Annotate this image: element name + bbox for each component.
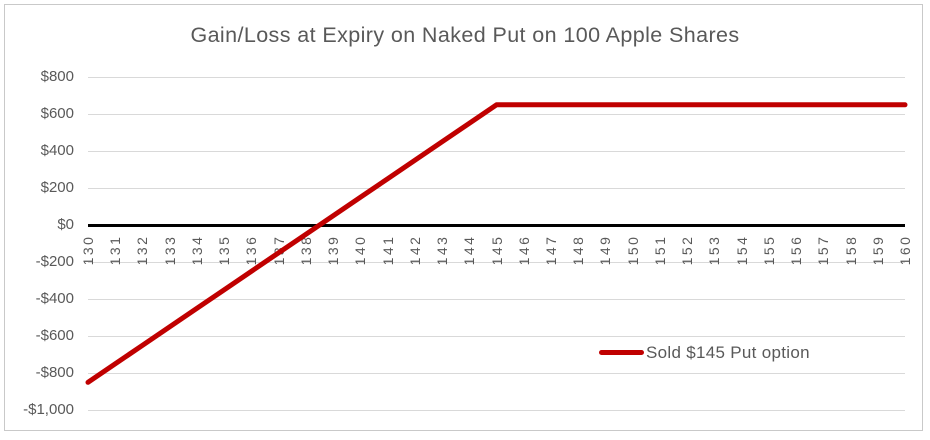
gridline xyxy=(88,409,905,411)
x-axis-tick-label: 131 xyxy=(107,234,124,266)
chart-title: Gain/Loss at Expiry on Naked Put on 100 … xyxy=(190,23,740,47)
x-axis-tick-label: 133 xyxy=(161,234,178,266)
y-axis-tick-label: -$400 xyxy=(35,290,74,307)
y-axis-tick-label: $600 xyxy=(40,105,74,122)
x-axis-tick-label: 154 xyxy=(733,234,750,266)
x-axis-tick-label: 145 xyxy=(488,234,505,266)
y-axis-tick-label: $0 xyxy=(57,216,74,233)
x-axis-tick-label: 140 xyxy=(352,234,369,266)
zero-axis-line xyxy=(88,223,905,227)
x-axis-tick-label: 153 xyxy=(706,234,723,266)
y-axis-tick-label: -$600 xyxy=(35,327,74,344)
x-axis-tick-label: 148 xyxy=(570,234,587,266)
x-axis-tick-label: 132 xyxy=(134,234,151,266)
x-axis-tick-label: 152 xyxy=(679,234,696,266)
gridline xyxy=(88,372,905,374)
legend-label: Sold $145 Put option xyxy=(646,342,810,362)
gridline xyxy=(88,187,905,189)
x-axis-tick-label: 136 xyxy=(243,234,260,266)
x-axis-tick-label: 160 xyxy=(897,234,913,266)
gridline xyxy=(88,335,905,337)
x-axis-tick-label: 137 xyxy=(270,234,287,266)
y-axis-tick-label: $400 xyxy=(40,142,74,159)
x-axis-tick-label: 150 xyxy=(624,234,641,266)
x-axis-tick-label: 146 xyxy=(515,234,532,266)
gridline xyxy=(88,298,905,300)
gridline xyxy=(88,150,905,152)
y-axis-tick-label: $800 xyxy=(40,68,74,85)
x-axis-tick-label: 156 xyxy=(788,234,805,266)
gridline xyxy=(88,76,905,78)
y-axis-tick-label: -$200 xyxy=(35,253,74,270)
x-axis-tick-label: 144 xyxy=(461,234,478,266)
gridline xyxy=(88,113,905,115)
x-axis-tick-label: 143 xyxy=(434,234,451,266)
x-axis-tick-label: 142 xyxy=(406,234,423,266)
y-axis-tick-label: $200 xyxy=(40,179,74,196)
y-axis-tick-label: -$800 xyxy=(35,364,74,381)
x-axis-tick-label: 149 xyxy=(597,234,614,266)
x-axis-tick-label: 155 xyxy=(760,234,777,266)
x-axis-tick-label: 135 xyxy=(216,234,233,266)
y-axis-tick-label: -$1,000 xyxy=(23,401,74,418)
x-axis-tick-label: 157 xyxy=(815,234,832,266)
x-axis-tick-label: 139 xyxy=(325,234,342,266)
x-axis-tick-label: 159 xyxy=(869,234,886,266)
x-axis-tick-label: 138 xyxy=(297,234,314,266)
x-axis-tick-label: 158 xyxy=(842,234,859,266)
x-axis-tick-label: 130 xyxy=(80,234,96,266)
x-axis-tick-label: 134 xyxy=(188,234,205,266)
x-axis-tick-label: 151 xyxy=(651,234,668,266)
legend: Sold $145 Put option xyxy=(599,343,810,362)
legend-line-marker xyxy=(599,350,644,355)
chart-border-frame xyxy=(4,4,923,431)
x-axis-tick-label: 147 xyxy=(542,234,559,266)
x-axis-tick-label: 141 xyxy=(379,234,396,266)
